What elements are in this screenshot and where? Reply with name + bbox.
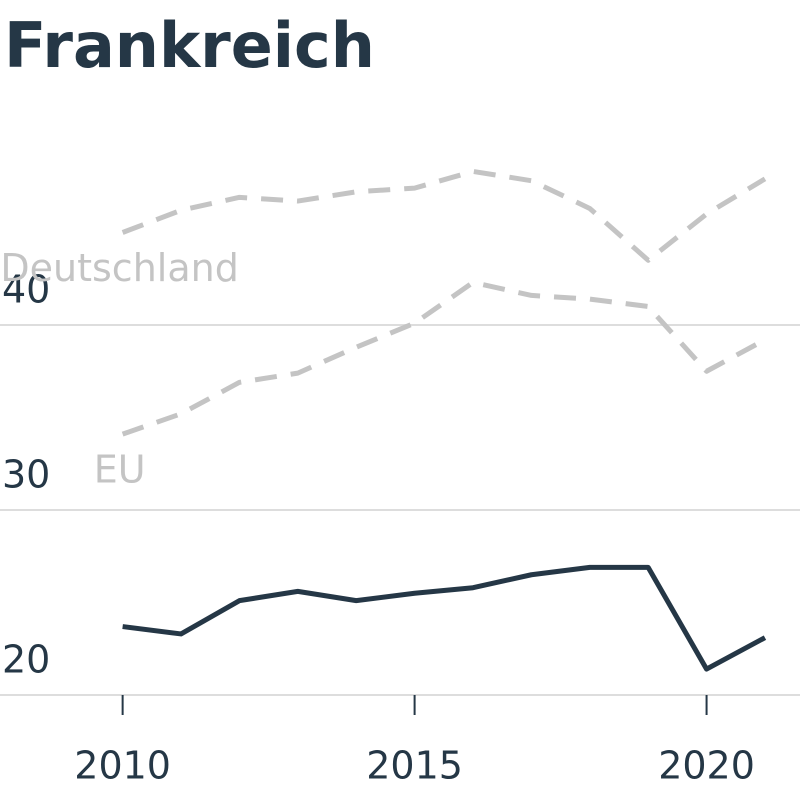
y-tick-label: 30 bbox=[2, 453, 50, 497]
series-line bbox=[122, 564, 767, 672]
y-tick-label: 20 bbox=[2, 638, 50, 682]
y-tick-label: 40 bbox=[2, 268, 50, 312]
series-label: EU bbox=[94, 448, 146, 492]
x-tick-label: 2020 bbox=[658, 744, 755, 788]
series-line bbox=[121, 279, 767, 437]
series-line bbox=[121, 168, 767, 263]
x-tick-label: 2010 bbox=[74, 744, 171, 788]
chart-title: Frankreich bbox=[4, 9, 375, 82]
series-label: Deutschland bbox=[0, 246, 238, 290]
x-tick-label: 2015 bbox=[366, 744, 463, 788]
